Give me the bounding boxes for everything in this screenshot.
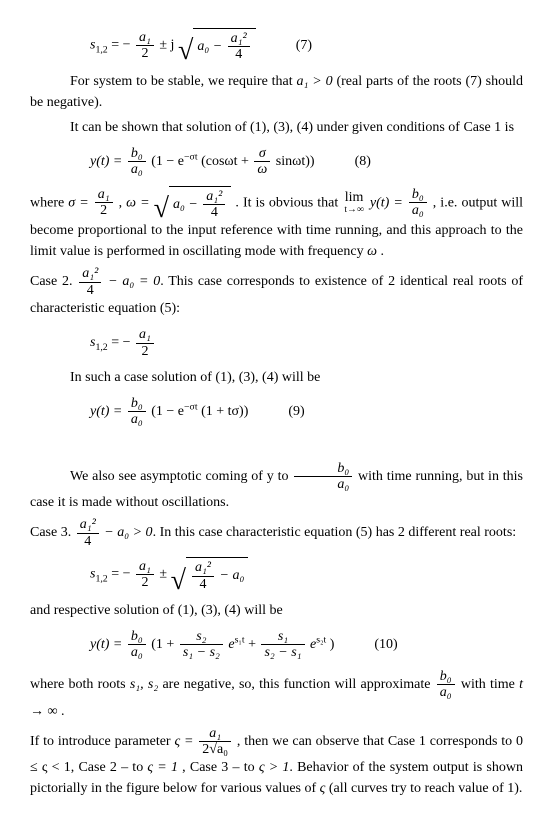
para-where: where σ = a₁2 , ω = √ a₀ − a₁²4 . It is … [30, 186, 523, 263]
eq10-number: (10) [374, 634, 397, 655]
eq7-number: (7) [296, 35, 312, 56]
eq8-number: (8) [355, 151, 371, 172]
eq9-number: (9) [288, 401, 304, 422]
para-zeta: If to introduce parameter ς = a₁2√a₀ , t… [30, 726, 523, 800]
equation-case3-root: s1,2 = − a₁2 ± √ a₁²4 − a₀ [90, 557, 523, 592]
eq8-body: y(t) = b₀a₀ (1 − e−σt (cosωt + σω sinωt)… [90, 146, 315, 178]
eq7-body: s1,2 = − a₁2 ± j √ a₀ − a₁²4 [90, 28, 256, 63]
eqc3-body: s1,2 = − a₁2 ± √ a₁²4 − a₀ [90, 557, 248, 592]
para-case3: Case 3. a₁²4 − a₀ > 0. In this case char… [30, 517, 523, 549]
para-case2: Case 2. a₁²4 − a₀ = 0. This case corresp… [30, 266, 523, 319]
equation-7: s1,2 = − a₁2 ± j √ a₀ − a₁²4 (7) [90, 28, 523, 63]
equation-8: y(t) = b₀a₀ (1 − e−σt (cosωt + σω sinωt)… [90, 146, 523, 178]
eq9-body: y(t) = b₀a₀ (1 − e−σt (1 + tσ)) [90, 396, 248, 428]
para-case1-intro: It can be shown that solution of (1), (3… [30, 117, 523, 138]
eq10-body: y(t) = b₀a₀ (1 + s₂s₁ − s₂ es₁t + s₁s₂ −… [90, 629, 334, 661]
para-stability: For system to be stable, we require that… [30, 71, 523, 113]
equation-9: y(t) = b₀a₀ (1 − e−σt (1 + tσ)) (9) [90, 396, 523, 428]
para-case3-sol: and respective solution of (1), (3), (4)… [30, 600, 523, 621]
equation-case2-root: s1,2 = − a₁2 [90, 327, 523, 359]
para-asymptotic: We also see asymptotic coming of y to b₀… [30, 461, 523, 514]
eqc2-body: s1,2 = − a₁2 [90, 327, 156, 359]
equation-10: y(t) = b₀a₀ (1 + s₂s₁ − s₂ es₁t + s₁s₂ −… [90, 629, 523, 661]
para-case2-sol: In such a case solution of (1), (3), (4)… [30, 367, 523, 388]
para-roots-neg: where both roots s₁, s₂ are negative, so… [30, 669, 523, 722]
